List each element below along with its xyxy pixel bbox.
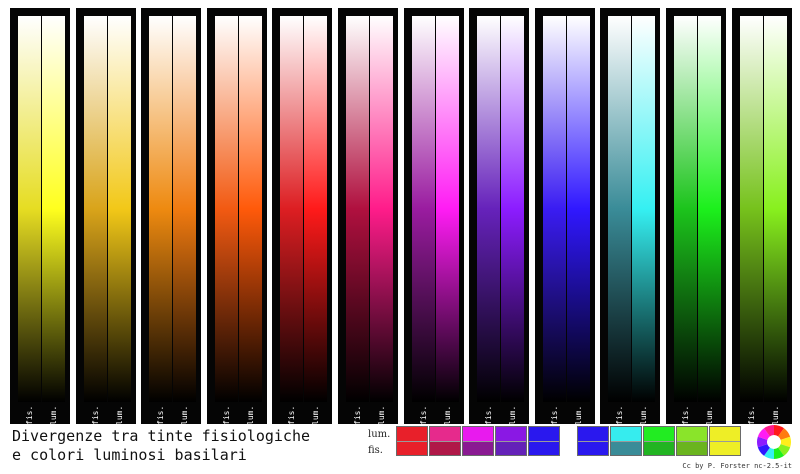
gradient-bar-lum <box>632 16 655 402</box>
bar-label-fis: fis. <box>287 405 296 425</box>
bar-label-lum: lum. <box>246 405 255 425</box>
strip-magenta: fis. lum. <box>404 8 464 425</box>
bar-label-lum: lum. <box>180 405 189 425</box>
gradient-bar-lum <box>698 16 721 402</box>
gradient-bar-lum <box>304 16 327 402</box>
gradient-bar-lum <box>764 16 787 402</box>
gradient-bar-fis <box>674 16 697 402</box>
bar-label-lum: lum. <box>49 405 58 425</box>
gradient-bar-fis <box>608 16 631 402</box>
gradient-bar-fis <box>18 16 41 402</box>
bar-label-fis: fis. <box>550 405 559 425</box>
swatch <box>709 426 741 456</box>
strip-violet: fis. lum. <box>469 8 529 425</box>
title-line-1: Divergenze tra tinte fisiologiche <box>12 427 311 445</box>
strip-gold: fis. lum. <box>76 8 136 425</box>
bar-label-lum: lum. <box>639 405 648 425</box>
strip-crimson: fis. lum. <box>338 8 398 425</box>
strip-orange-red: fis. lum. <box>207 8 267 425</box>
bar-label-lum: lum. <box>377 405 386 425</box>
swatch <box>610 426 642 456</box>
color-wheel-icon <box>756 424 792 460</box>
bar-label-fis: fis. <box>222 405 231 425</box>
gradient-bar-lum <box>42 16 65 402</box>
gradient-bar-fis <box>215 16 238 402</box>
swatch <box>396 426 428 456</box>
bar-label-lum: lum. <box>771 405 780 425</box>
bar-label-fis: fis. <box>156 405 165 425</box>
swatch <box>577 426 609 456</box>
gradient-bar-lum <box>370 16 393 402</box>
bar-label-fis: fis. <box>91 405 100 425</box>
strip-cyan: fis. lum. <box>600 8 660 425</box>
swatch <box>495 426 527 456</box>
gradient-bar-fis <box>412 16 435 402</box>
swatch <box>462 426 494 456</box>
strip-yellow-green: fis. lum. <box>732 8 792 425</box>
gradient-bar-lum <box>173 16 196 402</box>
swatch <box>676 426 708 456</box>
strip-green: fis. lum. <box>666 8 726 425</box>
bar-label-lum: lum. <box>311 405 320 425</box>
bar-label-lum: lum. <box>115 405 124 425</box>
gradient-bar-fis <box>740 16 763 402</box>
strip-orange: fis. lum. <box>141 8 201 425</box>
bar-label-fis: fis. <box>25 405 34 425</box>
bar-label-fis: fis. <box>747 405 756 425</box>
bar-label-fis: fis. <box>681 405 690 425</box>
gradient-bar-lum <box>436 16 459 402</box>
strip-yellow: fis. lum. <box>10 8 70 425</box>
title-line-2: e colori luminosi basilari <box>12 446 247 464</box>
swatch <box>643 426 675 456</box>
swatch <box>429 426 461 456</box>
strip-red: fis. lum. <box>272 8 332 425</box>
bar-label-lum: lum. <box>705 405 714 425</box>
gradient-bar-fis <box>84 16 107 402</box>
bar-label-fis: fis. <box>353 405 362 425</box>
bar-label-fis: fis. <box>615 405 624 425</box>
gradient-bar-fis <box>543 16 566 402</box>
gradient-bar-fis <box>149 16 172 402</box>
gradient-bar-fis <box>280 16 303 402</box>
legend-fis-label: fis. <box>368 445 383 456</box>
bar-label-lum: lum. <box>443 405 452 425</box>
legend-lum-label: lum. <box>368 429 391 440</box>
bar-label-fis: fis. <box>484 405 493 425</box>
bar-label-lum: lum. <box>508 405 517 425</box>
gradient-bar-fis <box>477 16 500 402</box>
gradient-bar-fis <box>346 16 369 402</box>
strip-blue: fis. lum. <box>535 8 595 425</box>
bar-label-fis: fis. <box>419 405 428 425</box>
credit-text: Cc by P. Forster nc-2.5-it <box>682 462 792 470</box>
gradient-bar-lum <box>239 16 262 402</box>
gradient-bar-lum <box>567 16 590 402</box>
gradient-bar-lum <box>108 16 131 402</box>
swatch <box>528 426 560 456</box>
bar-label-lum: lum. <box>574 405 583 425</box>
gradient-bar-lum <box>501 16 524 402</box>
